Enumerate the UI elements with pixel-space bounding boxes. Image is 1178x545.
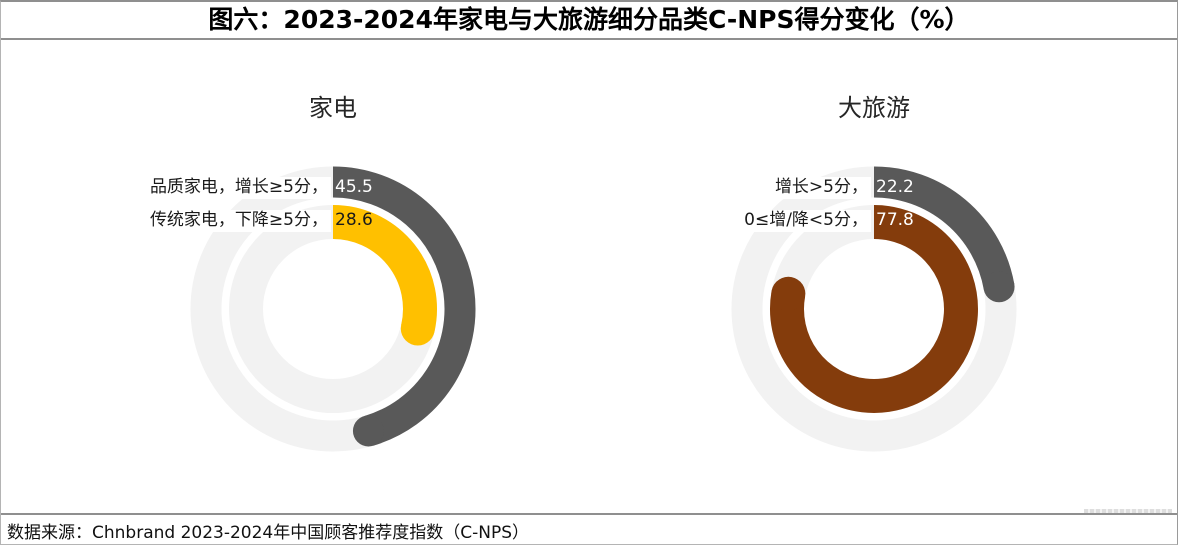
donut-chart-appliances <box>190 166 476 452</box>
donut-chart-travel <box>731 166 1017 452</box>
ring-value-travel-outer: 22.2 <box>876 177 914 197</box>
ring-value-travel-inner: 77.8 <box>876 210 914 230</box>
ring-value-appliances-inner: 28.6 <box>335 210 373 230</box>
ring-label-travel-outer: 增长>5分， <box>767 177 871 199</box>
ring-label-appliances-outer: 品质家电，增长≥5分， <box>142 177 331 199</box>
ring-label-appliances-inner: 传统家电，下降≥5分， <box>142 210 331 232</box>
figure-title: 图六：2023-2024年家电与大旅游细分品类C-NPS得分变化（%） <box>208 5 970 34</box>
ring-value-appliances-outer: 45.5 <box>335 177 373 197</box>
chart-title-travel: 大旅游 <box>838 94 910 122</box>
figure-header: 图六：2023-2024年家电与大旅游细分品类C-NPS得分变化（%） <box>1 2 1177 40</box>
figure-footer: 数据来源：Chnbrand 2023-2024年中国顾客推荐度指数（C-NPS） <box>1 513 1177 544</box>
chart-title-appliances: 家电 <box>309 94 357 122</box>
ring-label-travel-inner: 0≤增/降<5分， <box>737 210 871 232</box>
source-note: 数据来源：Chnbrand 2023-2024年中国顾客推荐度指数（C-NPS） <box>7 523 530 543</box>
